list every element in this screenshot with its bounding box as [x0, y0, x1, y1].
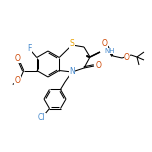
Text: F: F	[28, 44, 32, 53]
Text: O: O	[15, 54, 21, 63]
Text: O: O	[15, 76, 21, 85]
Text: Cl: Cl	[38, 113, 45, 122]
Text: S: S	[70, 40, 74, 48]
Text: O: O	[124, 52, 130, 62]
Text: O: O	[102, 38, 108, 47]
Text: N: N	[69, 67, 75, 76]
Text: NH: NH	[104, 48, 114, 54]
Text: O: O	[96, 60, 102, 69]
